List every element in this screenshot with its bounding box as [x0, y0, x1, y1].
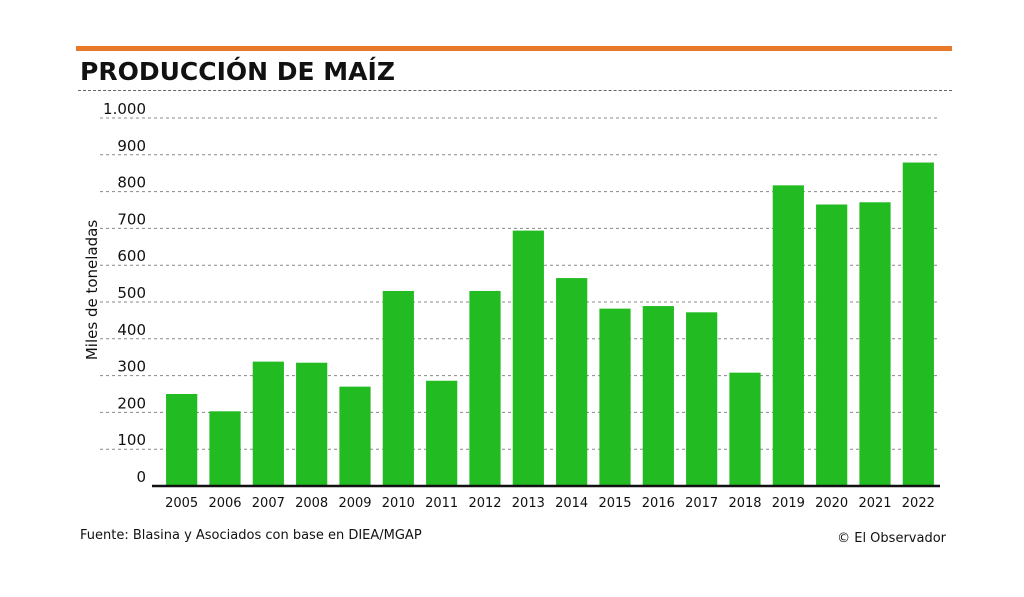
y-tick-label: 300: [117, 358, 146, 376]
x-tick-label: 2010: [382, 496, 415, 511]
y-tick-label: 200: [117, 394, 146, 412]
bar-2022: [902, 162, 934, 486]
y-tick-label: 500: [117, 284, 146, 302]
x-tick-label: 2005: [165, 496, 198, 511]
bar-2011: [426, 380, 458, 486]
x-tick-label: 2020: [815, 496, 848, 511]
x-tick-label: 2017: [685, 496, 718, 511]
x-tick-label: 2015: [598, 496, 631, 511]
x-tick-label: 2018: [728, 496, 761, 511]
x-tick-label: 2009: [338, 496, 371, 511]
x-tick-label: 2013: [512, 496, 545, 511]
y-tick-label: 100: [117, 431, 146, 449]
bar-2009: [339, 386, 371, 486]
x-tick-label: 2012: [468, 496, 501, 511]
x-tick-label: 2006: [208, 496, 241, 511]
bar-2007: [252, 361, 284, 486]
x-tick-label: 2011: [425, 496, 458, 511]
bar-2017: [686, 312, 718, 486]
bar-2015: [599, 308, 631, 486]
x-tick-label: 2014: [555, 496, 588, 511]
bar-2008: [296, 362, 328, 486]
x-tick-label: 2016: [642, 496, 675, 511]
bar-2013: [512, 230, 544, 486]
y-tick-label: 600: [117, 247, 146, 265]
x-tick-label: 2022: [902, 496, 935, 511]
y-tick-label: 0: [136, 468, 146, 486]
top-accent-rule: [76, 46, 952, 51]
bars: [166, 162, 934, 487]
bar-2010: [382, 290, 414, 486]
bar-2019: [772, 185, 804, 486]
bar-2018: [729, 372, 761, 486]
source-note: Fuente: Blasina y Asociados con base en …: [80, 528, 422, 543]
y-tick-label: 800: [117, 174, 146, 192]
title-divider: [78, 90, 952, 91]
x-tick-label: 2019: [772, 496, 805, 511]
bar-2012: [469, 290, 501, 486]
bar-2020: [816, 204, 848, 487]
bar-2005: [166, 394, 198, 486]
y-tick-label: 1.000: [103, 100, 146, 118]
bar-2014: [556, 278, 588, 486]
credit-note: © El Observador: [837, 531, 946, 546]
x-tick-label: 2007: [252, 496, 285, 511]
x-tick-label: 2021: [858, 496, 891, 511]
chart-title: PRODUCCIÓN DE MAÍZ: [80, 57, 395, 86]
bar-2016: [642, 306, 674, 486]
bar-2021: [859, 202, 891, 486]
y-tick-labels: 0 100 200 300 400 500 600 700 800 900 1.000: [103, 100, 146, 486]
bar-2006: [209, 411, 241, 486]
y-tick-label: 400: [117, 321, 146, 339]
y-tick-label: 700: [117, 210, 146, 228]
x-tick-label: 2008: [295, 496, 328, 511]
y-tick-label: 900: [117, 137, 146, 155]
x-tick-labels: 2005 2006 2007 2008 2009 2010 2011 2012 2013 2014…: [165, 496, 935, 511]
